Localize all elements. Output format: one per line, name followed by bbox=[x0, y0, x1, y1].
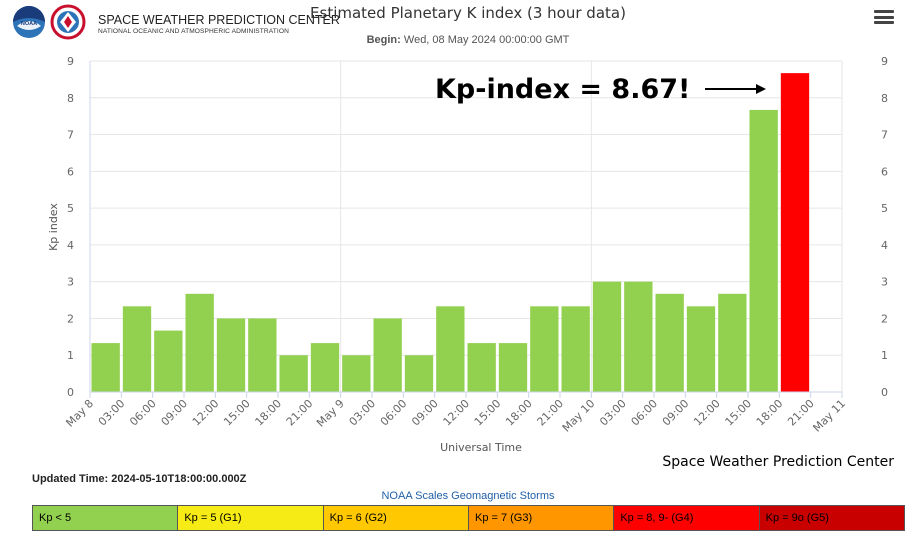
x-tick-label: 12:00 bbox=[691, 397, 723, 429]
x-tick-label: 03:00 bbox=[597, 397, 629, 429]
scale-cell[interactable]: Kp = 5 (G1) bbox=[178, 506, 324, 530]
y-tick-label-left: 8 bbox=[67, 92, 74, 105]
y-tick-label-right: 6 bbox=[881, 165, 888, 178]
x-tick-label: 21:00 bbox=[284, 397, 316, 429]
org-subtitle: NATIONAL OCEANIC AND ATMOSPHERIC ADMINIS… bbox=[98, 28, 289, 35]
svg-text:NOAA: NOAA bbox=[21, 21, 37, 27]
scale-cell[interactable]: Kp = 9o (G5) bbox=[759, 506, 904, 530]
header-logos: NOAA SPACE WEATHER PREDICTION CENTER NAT… bbox=[10, 4, 340, 42]
kp-bar[interactable] bbox=[248, 318, 277, 392]
x-tick-label: 06:00 bbox=[127, 397, 159, 429]
kp-bar[interactable] bbox=[592, 281, 622, 392]
x-tick-label: 18:00 bbox=[754, 397, 786, 429]
kp-bar[interactable] bbox=[216, 318, 246, 392]
kp-bar[interactable] bbox=[185, 293, 214, 392]
logos-svg: NOAA bbox=[13, 4, 86, 40]
kp-bar[interactable] bbox=[279, 355, 308, 392]
x-tick-label: 03:00 bbox=[347, 397, 379, 429]
x-tick-label: 15:00 bbox=[723, 397, 755, 429]
kp-bar[interactable] bbox=[498, 343, 528, 392]
x-tick-label: 06:00 bbox=[378, 397, 410, 429]
kp-bar[interactable] bbox=[749, 109, 778, 393]
scale-cell[interactable]: Kp = 6 (G2) bbox=[323, 506, 469, 530]
y-tick-label-right: 2 bbox=[881, 312, 888, 325]
kp-bar[interactable] bbox=[686, 306, 716, 392]
x-tick-label: 09:00 bbox=[409, 397, 441, 429]
kp-bar[interactable] bbox=[373, 318, 402, 392]
x-tick-label: 12:00 bbox=[190, 397, 222, 429]
y-tick-label-left: 7 bbox=[67, 129, 74, 142]
kp-bar[interactable] bbox=[530, 306, 559, 392]
x-tick-label: 09:00 bbox=[660, 397, 692, 429]
y-tick-label-right: 7 bbox=[881, 129, 888, 142]
x-tick-label: 18:00 bbox=[503, 397, 535, 429]
scale-cell[interactable]: Kp < 5 bbox=[33, 506, 179, 530]
kp-bar[interactable] bbox=[780, 73, 810, 393]
y-tick-label-right: 4 bbox=[881, 239, 888, 252]
annotation-arrow bbox=[705, 84, 766, 94]
noaa-logo: NOAA bbox=[13, 6, 45, 38]
x-tick-label: 06:00 bbox=[629, 397, 661, 429]
scale-cell[interactable]: Kp = 8, 9- (G4) bbox=[614, 506, 760, 530]
org-name: SPACE WEATHER PREDICTION CENTER bbox=[98, 13, 340, 27]
y-tick-label-left: 1 bbox=[67, 349, 74, 362]
y-tick-label-left: 4 bbox=[67, 239, 74, 252]
kp-bar[interactable] bbox=[561, 306, 590, 392]
kp-bar[interactable] bbox=[91, 343, 120, 392]
y-tick-label-left: 0 bbox=[67, 386, 74, 399]
chart-title: Estimated Planetary K index (3 hour data… bbox=[310, 4, 626, 22]
y-tick-label-left: 5 bbox=[67, 202, 74, 215]
scale-cell[interactable]: Kp = 7 (G3) bbox=[468, 506, 615, 530]
y-tick-label-right: 5 bbox=[881, 202, 888, 215]
x-tick-label: 15:00 bbox=[221, 397, 253, 429]
nws-logo bbox=[50, 4, 86, 40]
updated-time: Updated Time: 2024-05-10T18:00:00.000Z bbox=[32, 473, 247, 485]
kp-bar[interactable] bbox=[310, 343, 340, 392]
kp-bar[interactable] bbox=[436, 306, 465, 392]
x-tick-label: 12:00 bbox=[441, 397, 473, 429]
scale-title: NOAA Scales Geomagnetic Storms bbox=[381, 490, 555, 502]
y-tick-label-right: 9 bbox=[881, 55, 888, 68]
annotation-text: Kp-index = 8.67! bbox=[435, 74, 690, 105]
scale-bar: Kp < 5 Kp = 5 (G1) Kp = 6 (G2) Kp = 7 (G3) K… bbox=[32, 505, 905, 531]
x-tick-label: 09:00 bbox=[159, 397, 191, 429]
x-tick-label: May 9 bbox=[314, 397, 347, 430]
y-tick-label-left: 6 bbox=[67, 165, 74, 178]
y-tick-label-left: 3 bbox=[67, 276, 74, 289]
y-axis-label: Kp index bbox=[47, 203, 60, 251]
y-tick-label-right: 1 bbox=[881, 349, 888, 362]
kp-bar[interactable] bbox=[404, 355, 434, 392]
kp-bar[interactable] bbox=[655, 293, 684, 392]
kp-bar[interactable] bbox=[467, 343, 496, 392]
chart-credit: Space Weather Prediction Center bbox=[662, 454, 894, 470]
kp-bar[interactable] bbox=[718, 293, 747, 392]
x-tick-label: 15:00 bbox=[472, 397, 504, 429]
x-tick-label: May 10 bbox=[560, 397, 598, 435]
x-axis-label: Universal Time bbox=[440, 441, 522, 454]
y-tick-label-right: 3 bbox=[881, 276, 888, 289]
x-tick-label: May 8 bbox=[63, 397, 96, 430]
x-tick-label: 03:00 bbox=[96, 397, 128, 429]
hamburger-menu-icon[interactable] bbox=[874, 8, 894, 26]
y-tick-label-right: 0 bbox=[881, 386, 888, 399]
y-tick-label-right: 8 bbox=[881, 92, 888, 105]
y-tick-label-left: 9 bbox=[67, 55, 74, 68]
kp-bar[interactable] bbox=[342, 355, 371, 392]
kp-chart: Estimated Planetary K index (3 hour data… bbox=[47, 4, 894, 470]
y-tick-label-left: 2 bbox=[67, 312, 74, 325]
chart-subtitle: Begin: Wed, 08 May 2024 00:00:00 GMT bbox=[367, 34, 570, 46]
kp-bar[interactable] bbox=[624, 281, 653, 392]
kp-bar[interactable] bbox=[154, 330, 183, 392]
kp-bar[interactable] bbox=[122, 306, 152, 392]
x-tick-label: May 11 bbox=[810, 397, 848, 435]
x-tick-label: 18:00 bbox=[253, 397, 285, 429]
